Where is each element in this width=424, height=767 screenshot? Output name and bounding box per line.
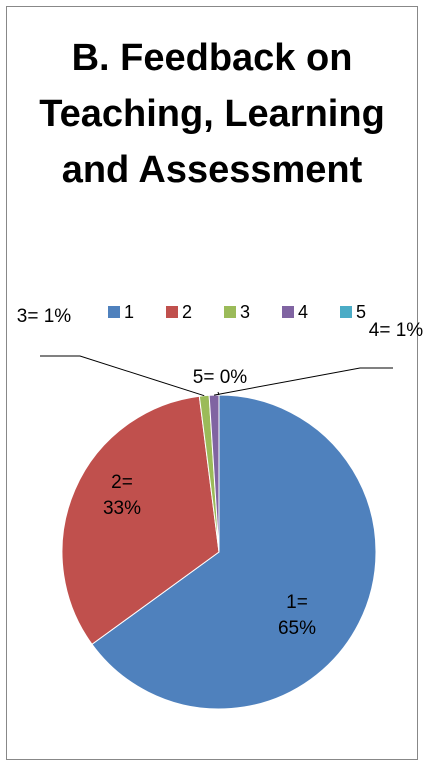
pie-slice: [91, 394, 377, 710]
data-label: 1= 65%: [277, 592, 317, 639]
leader-line: [217, 391, 220, 396]
data-label: 5= 0%: [192, 367, 248, 388]
leader-line: [213, 367, 393, 396]
leader-line: [40, 355, 205, 397]
legend-label: 4: [298, 302, 308, 322]
chart-title: B. Feedback on Teaching, Learning and As…: [39, 37, 385, 191]
legend-swatch: [340, 306, 352, 318]
data-label: 2= 33%: [102, 472, 142, 519]
pie-slice: [61, 395, 220, 645]
legend-swatch: [282, 306, 294, 318]
legend-swatch: [108, 306, 120, 318]
legend-label: 1: [124, 302, 134, 322]
legend-label: 3: [240, 302, 250, 322]
legend-swatch: [166, 306, 178, 318]
legend-label: 5: [356, 302, 366, 322]
chart-frame: [6, 6, 418, 760]
data-label: 4= 1%: [368, 320, 424, 341]
data-label: 3= 1%: [16, 306, 72, 327]
legend-label: 2: [182, 302, 192, 322]
legend-swatch: [224, 306, 236, 318]
